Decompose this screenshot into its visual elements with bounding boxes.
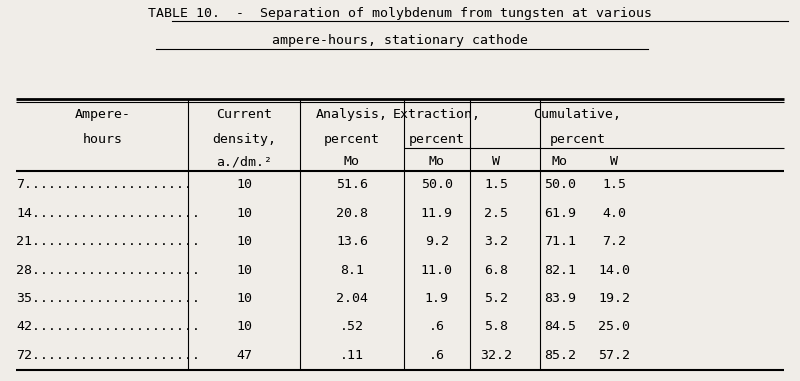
Text: 14.....................: 14.....................	[16, 207, 200, 220]
Text: 51.6: 51.6	[336, 178, 368, 191]
Text: 9.2: 9.2	[425, 235, 449, 248]
Text: 82.1: 82.1	[544, 264, 576, 277]
Text: .6: .6	[429, 349, 445, 362]
Text: Analysis,: Analysis,	[316, 108, 388, 121]
Text: 3.2: 3.2	[484, 235, 508, 248]
Text: percent: percent	[550, 133, 606, 146]
Text: Mo: Mo	[429, 155, 445, 168]
Text: 10: 10	[236, 320, 252, 333]
Text: percent: percent	[409, 133, 465, 146]
Text: 71.1: 71.1	[544, 235, 576, 248]
Text: 14.0: 14.0	[598, 264, 630, 277]
Text: .6: .6	[429, 320, 445, 333]
Text: 10: 10	[236, 178, 252, 191]
Text: 50.0: 50.0	[421, 178, 453, 191]
Text: 19.2: 19.2	[598, 292, 630, 305]
Text: ampere-hours, stationary cathode: ampere-hours, stationary cathode	[272, 34, 528, 46]
Text: 7.2: 7.2	[602, 235, 626, 248]
Text: 25.0: 25.0	[598, 320, 630, 333]
Text: .11: .11	[340, 349, 364, 362]
Text: 42.....................: 42.....................	[16, 320, 200, 333]
Text: W: W	[492, 155, 500, 168]
Text: 57.2: 57.2	[598, 349, 630, 362]
Text: 50.0: 50.0	[544, 178, 576, 191]
Text: percent: percent	[324, 133, 380, 146]
Text: a./dm.²: a./dm.²	[216, 155, 272, 168]
Text: 20.8: 20.8	[336, 207, 368, 220]
Text: density,: density,	[212, 133, 276, 146]
Text: 7.....................: 7.....................	[16, 178, 192, 191]
Text: 10: 10	[236, 264, 252, 277]
Text: 5.2: 5.2	[484, 292, 508, 305]
Text: W: W	[610, 155, 618, 168]
Text: 84.5: 84.5	[544, 320, 576, 333]
Text: 8.1: 8.1	[340, 264, 364, 277]
Text: hours: hours	[82, 133, 122, 146]
Text: 35.....................: 35.....................	[16, 292, 200, 305]
Text: 85.2: 85.2	[544, 349, 576, 362]
Text: 47: 47	[236, 349, 252, 362]
Text: 72.....................: 72.....................	[16, 349, 200, 362]
Text: TABLE 10.  -  Separation of molybdenum from tungsten at various: TABLE 10. - Separation of molybdenum fro…	[148, 7, 652, 20]
Text: 13.6: 13.6	[336, 235, 368, 248]
Text: Current: Current	[216, 108, 272, 121]
Text: 11.9: 11.9	[421, 207, 453, 220]
Text: 1.5: 1.5	[484, 178, 508, 191]
Text: Ampere-: Ampere-	[74, 108, 130, 121]
Text: 2.04: 2.04	[336, 292, 368, 305]
Text: 6.8: 6.8	[484, 264, 508, 277]
Text: 21.....................: 21.....................	[16, 235, 200, 248]
Text: Cumulative,: Cumulative,	[534, 108, 622, 121]
Text: 2.5: 2.5	[484, 207, 508, 220]
Text: .52: .52	[340, 320, 364, 333]
Text: 1.5: 1.5	[602, 178, 626, 191]
Text: 61.9: 61.9	[544, 207, 576, 220]
Text: 83.9: 83.9	[544, 292, 576, 305]
Text: 11.0: 11.0	[421, 264, 453, 277]
Text: 1.9: 1.9	[425, 292, 449, 305]
Text: 10: 10	[236, 207, 252, 220]
Text: Mo: Mo	[344, 155, 360, 168]
Text: 10: 10	[236, 292, 252, 305]
Text: Extraction,: Extraction,	[393, 108, 481, 121]
Text: 10: 10	[236, 235, 252, 248]
Text: 4.0: 4.0	[602, 207, 626, 220]
Text: Mo: Mo	[552, 155, 568, 168]
Text: 32.2: 32.2	[480, 349, 512, 362]
Text: 28.....................: 28.....................	[16, 264, 200, 277]
Text: 5.8: 5.8	[484, 320, 508, 333]
